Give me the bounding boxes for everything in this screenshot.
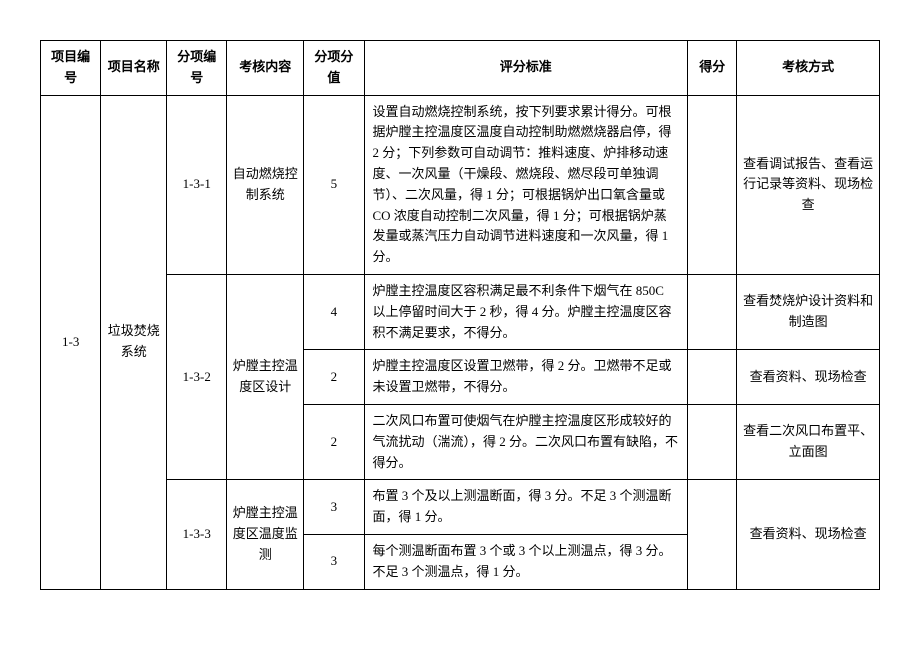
cell-value: 3 <box>304 480 364 535</box>
cell-value: 4 <box>304 274 364 349</box>
cell-value: 2 <box>304 350 364 405</box>
header-sub-no: 分项编号 <box>167 41 227 96</box>
cell-project-no: 1-3 <box>41 95 101 589</box>
header-content: 考核内容 <box>227 41 304 96</box>
cell-criteria: 炉膛主控温度区容积满足最不利条件下烟气在 850C 以上停留时间大于 2 秒，得… <box>364 274 688 349</box>
cell-sub-no: 1-3-3 <box>167 480 227 589</box>
assessment-table: 项目编号 项目名称 分项编号 考核内容 分项分值 评分标准 得分 考核方式 1-… <box>40 40 880 590</box>
header-project-name: 项目名称 <box>101 41 167 96</box>
cell-score <box>688 480 737 589</box>
cell-value: 3 <box>304 534 364 589</box>
table-row: 1-3-2 炉膛主控温度区设计 4 炉膛主控温度区容积满足最不利条件下烟气在 8… <box>41 274 880 349</box>
cell-content: 自动燃烧控制系统 <box>227 95 304 274</box>
header-score: 得分 <box>688 41 737 96</box>
cell-score <box>688 95 737 274</box>
cell-value: 2 <box>304 404 364 479</box>
cell-content: 炉膛主控温度区设计 <box>227 274 304 479</box>
cell-criteria: 二次风口布置可使烟气在炉膛主控温度区形成较好的气流扰动（湍流），得 2 分。二次… <box>364 404 688 479</box>
header-criteria: 评分标准 <box>364 41 688 96</box>
cell-score <box>688 350 737 405</box>
header-method: 考核方式 <box>737 41 880 96</box>
cell-score <box>688 274 737 349</box>
cell-score <box>688 404 737 479</box>
header-row: 项目编号 项目名称 分项编号 考核内容 分项分值 评分标准 得分 考核方式 <box>41 41 880 96</box>
table-row: 1-3 垃圾焚烧系统 1-3-1 自动燃烧控制系统 5 设置自动燃烧控制系统，按… <box>41 95 880 274</box>
cell-sub-no: 1-3-2 <box>167 274 227 479</box>
cell-sub-no: 1-3-1 <box>167 95 227 274</box>
header-score-value: 分项分值 <box>304 41 364 96</box>
cell-criteria: 设置自动燃烧控制系统，按下列要求累计得分。可根据炉膛主控温度区温度自动控制助燃燃… <box>364 95 688 274</box>
cell-content: 炉膛主控温度区温度监测 <box>227 480 304 589</box>
cell-method: 查看焚烧炉设计资料和制造图 <box>737 274 880 349</box>
header-project-no: 项目编号 <box>41 41 101 96</box>
cell-project-name: 垃圾焚烧系统 <box>101 95 167 589</box>
table-row: 1-3-3 炉膛主控温度区温度监测 3 布置 3 个及以上测温断面，得 3 分。… <box>41 480 880 535</box>
cell-value: 5 <box>304 95 364 274</box>
cell-criteria: 每个测温断面布置 3 个或 3 个以上测温点，得 3 分。不足 3 个测温点，得… <box>364 534 688 589</box>
cell-criteria: 布置 3 个及以上测温断面，得 3 分。不足 3 个测温断面，得 1 分。 <box>364 480 688 535</box>
cell-method: 查看调试报告、查看运行记录等资料、现场检查 <box>737 95 880 274</box>
cell-method: 查看资料、现场检查 <box>737 350 880 405</box>
cell-method: 查看资料、现场检查 <box>737 480 880 589</box>
cell-method: 查看二次风口布置平、立面图 <box>737 404 880 479</box>
cell-criteria: 炉膛主控温度区设置卫燃带，得 2 分。卫燃带不足或未设置卫燃带，不得分。 <box>364 350 688 405</box>
